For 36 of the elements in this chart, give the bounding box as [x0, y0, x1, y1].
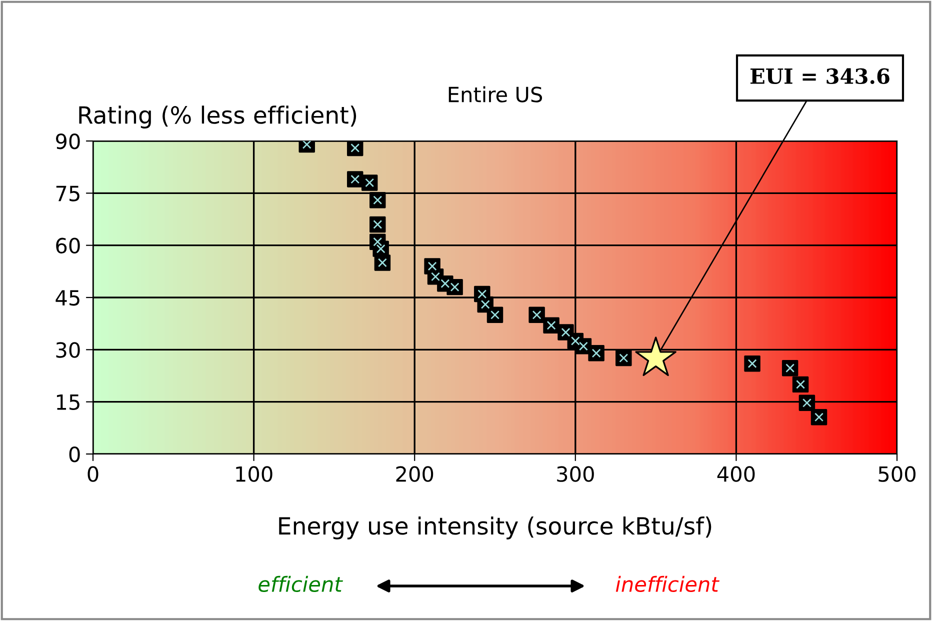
point — [798, 394, 816, 411]
x-tick-label: 400 — [717, 466, 755, 482]
point — [810, 409, 828, 426]
point — [346, 171, 364, 188]
annotation: EUI = 343.6 — [750, 68, 890, 84]
point — [346, 141, 364, 156]
y-tick-label: 0 — [69, 446, 80, 462]
point — [543, 317, 560, 334]
chart-title: Entire US — [448, 86, 542, 102]
point — [370, 192, 386, 208]
y-axis-title: Rating (% less efficient) — [79, 106, 356, 128]
point — [744, 355, 760, 372]
x-tick-label: 200 — [396, 466, 434, 482]
y-tick-label: 30 — [56, 342, 80, 358]
x-axis-title: Energy use intensity (source kBtu/sf) — [279, 516, 712, 540]
y-tick-label: 75 — [56, 186, 80, 202]
point — [361, 174, 378, 191]
x-tick-label: 100 — [236, 466, 272, 482]
y-tick-label: 15 — [56, 394, 80, 410]
y-tick-label: 90 — [56, 133, 80, 150]
point — [616, 350, 632, 366]
x-tick-label: 0 — [88, 466, 98, 482]
y-tick-label: 45 — [56, 290, 80, 306]
point — [782, 360, 798, 376]
point — [792, 376, 809, 393]
x-tick-label: 300 — [557, 466, 594, 482]
text: efficient — [258, 576, 343, 592]
text: inefficient — [616, 576, 720, 592]
point — [370, 216, 386, 233]
point — [486, 306, 504, 324]
x-tick-label: 500 — [878, 466, 916, 482]
point — [588, 345, 604, 362]
point — [374, 254, 391, 271]
point — [528, 306, 545, 324]
y-tick-label: 60 — [56, 238, 80, 254]
point — [446, 278, 463, 296]
